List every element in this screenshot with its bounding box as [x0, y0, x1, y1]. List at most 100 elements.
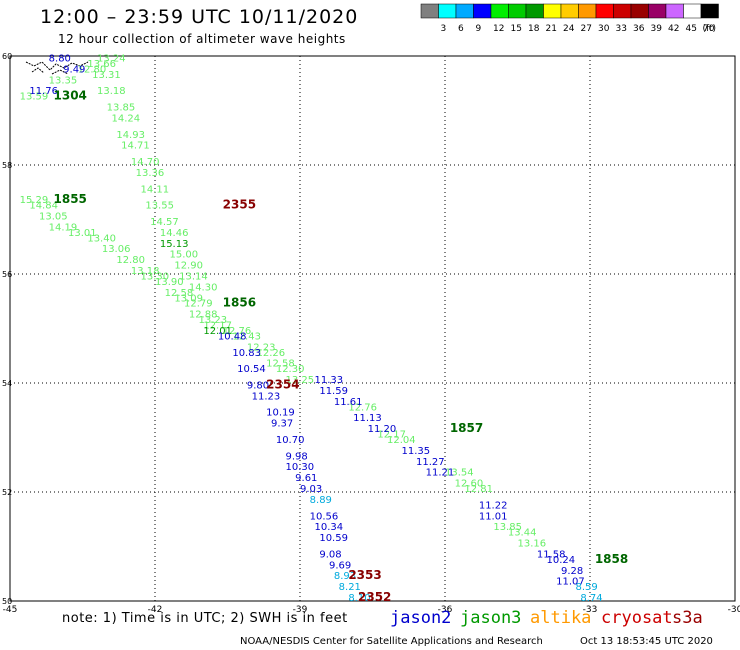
wave-height-label: 13.35: [49, 75, 78, 86]
wave-height-label: 12.90: [174, 261, 203, 272]
legend-cryosat: cryosat: [601, 608, 673, 628]
lon-tick-label: -39: [293, 605, 308, 615]
lon-tick-label: -30: [728, 605, 740, 615]
wave-height-label: 13.30: [141, 271, 170, 282]
wave-height-label: 13.16: [518, 539, 547, 550]
wave-height-label: 9.69: [329, 560, 351, 571]
wave-height-label: 10.54: [237, 364, 266, 375]
lon-tick-label: -45: [3, 605, 18, 615]
wave-height-label: 14.70: [131, 157, 160, 168]
chart-title: 12:00 – 23:59 UTC 10/11/2020: [40, 6, 359, 28]
chart-subtitle: 12 hour collection of altimeter wave hei…: [58, 32, 346, 46]
wave-height-label: 12.81: [464, 484, 493, 495]
wave-height-label: 11.35: [402, 446, 431, 457]
wave-height-label: 11.58: [537, 549, 566, 560]
scale-label: 42: [668, 24, 679, 34]
wave-height-label: 13.31: [92, 70, 121, 81]
wave-height-label: 9.49: [63, 64, 85, 75]
lat-tick-label: 56: [2, 270, 12, 279]
scale-label: 6: [458, 24, 464, 34]
pass-time-label: 1855: [54, 192, 87, 206]
lon-tick-label: -42: [148, 605, 163, 615]
lon-tick-label: -36: [438, 605, 453, 615]
wave-height-label: 10.24: [547, 555, 576, 566]
wave-height-label: 11.20: [368, 424, 397, 435]
wave-height-label: 9.37: [271, 419, 293, 430]
wave-height-label: 14.57: [150, 217, 179, 228]
wave-height-label: 9.80: [247, 380, 269, 391]
wave-height-label: 12.01: [203, 326, 232, 337]
wave-height-label: 13.01: [68, 228, 97, 239]
pass-time-label: 2352: [358, 590, 391, 604]
wave-height-label: 13.09: [174, 293, 203, 304]
wave-height-label: 12.76: [348, 402, 377, 413]
wave-height-label: 13.44: [508, 528, 537, 539]
wave-height-label: 11.22: [479, 500, 508, 511]
wave-track: 12.01: [203, 326, 232, 337]
wave-height-label: 8.80: [49, 53, 71, 64]
legend-jason2: jason2: [390, 608, 452, 628]
wave-height-label: 11.27: [416, 457, 445, 468]
wave-track: 13.2413.6612.8013.3113.1813.8514.2414.93…: [78, 53, 218, 293]
scale-label: 33: [616, 24, 627, 34]
wave-height-label: 13.06: [102, 244, 131, 255]
wave-height-label: 8.10: [348, 593, 370, 604]
generated-timestamp: Oct 13 18:53:45 UTC 2020: [580, 636, 713, 647]
pass-time-label: 2353: [348, 568, 381, 582]
scale-label: 21: [546, 24, 557, 34]
wave-height-label: 12.79: [184, 299, 213, 310]
wave-height-label: 14.19: [49, 222, 78, 233]
color-scale-legend: 3 6 9 12 15 18 21 24 27 30 33 36 39 42 45 70(ft): [420, 3, 719, 34]
wave-height-label: 12.26: [257, 348, 286, 359]
wave-height-label: 13.66: [87, 59, 116, 70]
wave-height-label: 14.11: [141, 184, 170, 195]
wave-height-label: 12.58: [165, 288, 194, 299]
scale-label: 18: [528, 24, 540, 34]
wave-height-label: 9.08: [319, 549, 341, 560]
wave-height-label: 9.03: [300, 484, 322, 495]
wave-height-label: 8.74: [580, 593, 602, 604]
wave-track: 8.89 8.938.218.10 8.598.74: [310, 495, 603, 604]
scale-unit: (ft): [703, 24, 717, 34]
coastline: [25, 61, 89, 75]
scale-label: 45: [686, 24, 697, 34]
pass-time-label: 1856: [223, 296, 256, 310]
wave-height-label: 13.40: [87, 233, 116, 244]
wave-height-label: 14.24: [112, 113, 141, 124]
wave-height-label: 13.23: [199, 315, 228, 326]
scale-label: 36: [633, 24, 645, 34]
wave-height-label: 13.90: [155, 277, 184, 288]
wave-height-label: 13.18: [97, 86, 126, 97]
wave-height-label: 13.18: [131, 266, 160, 277]
wave-height-label: 12.43: [232, 331, 261, 342]
wave-height-label: 10.59: [319, 533, 348, 544]
wave-height-label: 13.85: [107, 103, 136, 114]
legend-s3a: s3a: [672, 608, 703, 628]
wave-height-label: 9.98: [286, 451, 308, 462]
wave-height-label: 8.21: [339, 582, 361, 593]
wave-height-label: 12.30: [276, 364, 305, 375]
scale-label: 9: [476, 24, 482, 34]
wave-height-label: 13.59: [20, 92, 49, 103]
pass-time-label: 1857: [450, 421, 483, 435]
wave-height-label: 11.21: [426, 468, 455, 479]
wave-height-label: 12.04: [387, 435, 416, 446]
wave-height-label: 15.13: [160, 239, 189, 250]
wave-height-label: 8.93: [334, 571, 356, 582]
wave-height-label: 8.89: [310, 495, 332, 506]
wave-height-label: 13.25: [286, 375, 315, 386]
wave-height-label: 10.34: [315, 522, 344, 533]
wave-height-label: 12.80: [78, 64, 107, 75]
wave-height-label: 13.14: [179, 271, 208, 282]
wave-height-label: 10.30: [286, 462, 315, 473]
scale-swatch: [700, 3, 719, 19]
wave-height-label: 12.23: [247, 342, 276, 353]
wave-height-label: 13.36: [136, 168, 165, 179]
wave-height-label: 14.93: [116, 130, 145, 141]
wave-height-label: 13.54: [445, 468, 474, 479]
wave-height-label: 11.23: [252, 391, 281, 402]
wave-height-label: 14.46: [160, 228, 189, 239]
